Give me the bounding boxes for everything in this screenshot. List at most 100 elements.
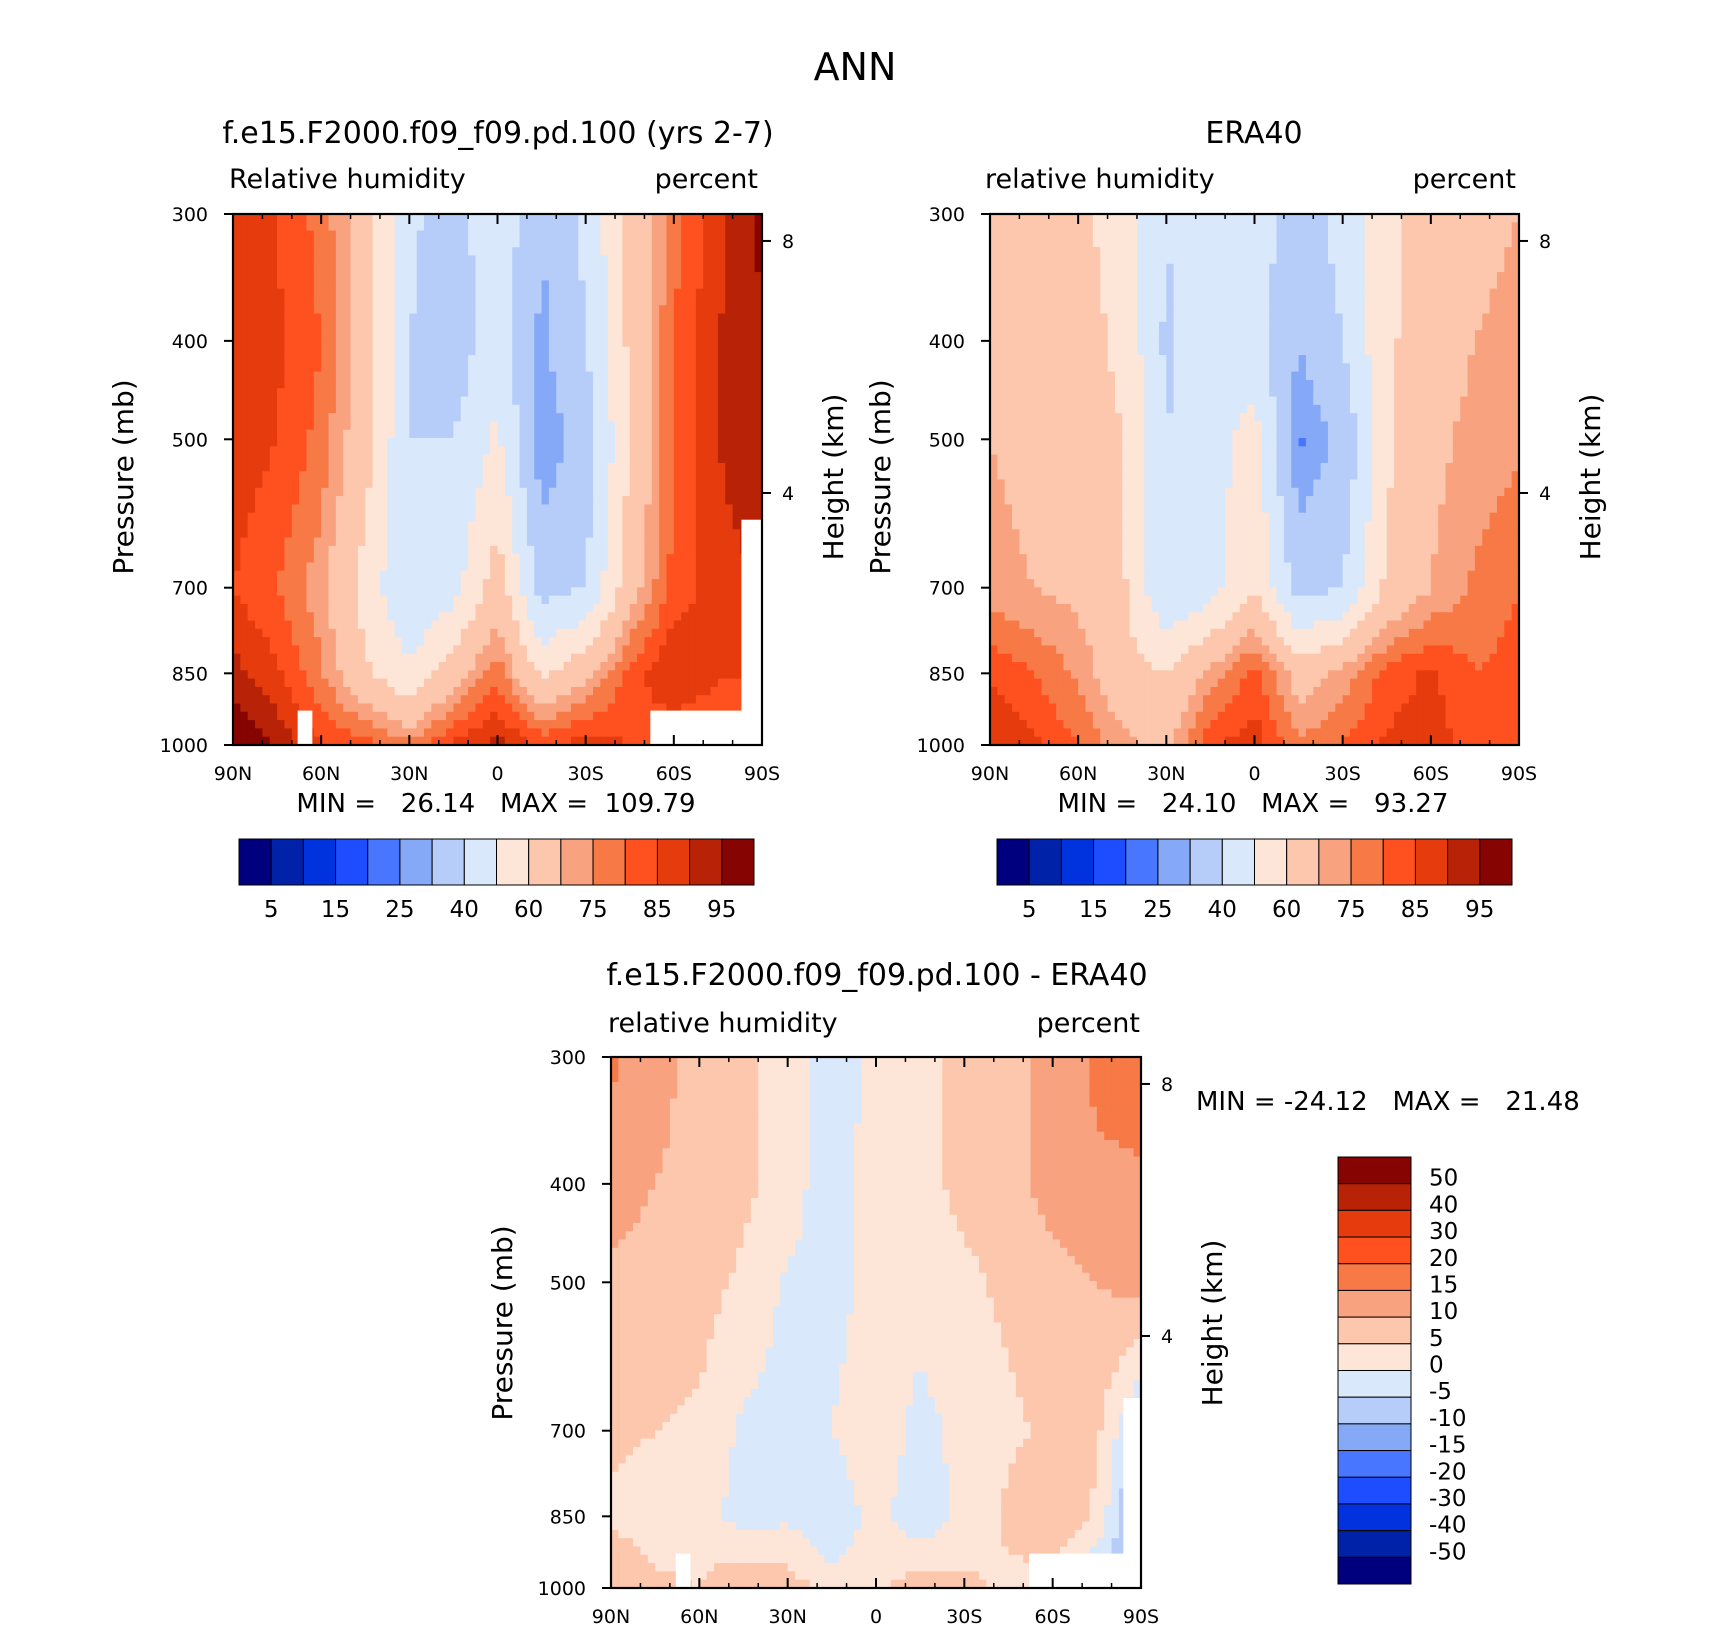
field-cell xyxy=(401,487,410,497)
field-cell xyxy=(732,288,741,298)
field-cell xyxy=(556,496,565,505)
field-cell xyxy=(247,396,256,406)
field-cell xyxy=(269,736,278,746)
field-cell xyxy=(460,628,469,638)
field-cell xyxy=(717,255,726,265)
field-cell xyxy=(409,462,418,472)
field-cell xyxy=(585,255,594,265)
field-cell xyxy=(563,662,572,671)
field-cell xyxy=(717,355,726,364)
field-cell xyxy=(240,612,249,622)
field-cell xyxy=(350,570,359,580)
field-cell xyxy=(754,479,763,489)
field-cell xyxy=(1335,230,1344,240)
field-cell xyxy=(725,247,734,257)
field-cell xyxy=(357,487,366,497)
field-cell xyxy=(637,346,646,356)
field-cell xyxy=(277,537,286,547)
field-cell xyxy=(747,388,756,398)
field-cell xyxy=(335,413,344,423)
field-cell xyxy=(556,678,565,688)
field-cell xyxy=(563,272,572,281)
field-cell xyxy=(1291,214,1300,223)
field-cell xyxy=(651,321,660,331)
field-cell xyxy=(710,404,719,414)
field-cell xyxy=(365,247,374,257)
field-cell xyxy=(622,554,631,564)
field-cell xyxy=(335,346,344,356)
field-cell xyxy=(357,504,366,514)
field-cell xyxy=(497,454,506,464)
field-cell xyxy=(277,429,286,439)
field-cell xyxy=(651,545,660,555)
field-cell xyxy=(416,462,425,472)
field-cell xyxy=(1203,238,1212,248)
field-cell xyxy=(637,670,646,680)
field-cell xyxy=(659,603,668,613)
field-cell xyxy=(504,371,513,381)
field-cell xyxy=(299,612,308,622)
field-cell xyxy=(526,504,535,514)
field-cell xyxy=(240,214,249,223)
field-cell xyxy=(563,545,572,555)
field-cell xyxy=(387,595,396,605)
field-cell xyxy=(255,595,263,605)
field-cell xyxy=(424,247,432,257)
field-cell xyxy=(350,404,359,414)
field-cell xyxy=(629,280,638,290)
field-cell xyxy=(269,595,278,605)
field-cell xyxy=(416,471,425,481)
field-cell xyxy=(637,296,646,306)
field-cell xyxy=(416,637,425,647)
field-cell xyxy=(695,396,704,406)
field-cell xyxy=(424,462,432,472)
field-cell xyxy=(475,388,484,398)
field-cell xyxy=(247,628,256,638)
field-cell xyxy=(240,736,249,746)
field-cell xyxy=(541,570,550,580)
field-cell xyxy=(526,346,535,356)
field-cell xyxy=(615,305,624,315)
field-cell xyxy=(306,280,315,290)
field-cell xyxy=(504,653,513,663)
field-cell xyxy=(475,214,484,223)
field-cell xyxy=(754,462,763,472)
field-cell xyxy=(394,545,403,555)
field-cell xyxy=(387,562,396,572)
field-cell xyxy=(313,728,322,738)
field-cell xyxy=(291,720,300,730)
field-cell xyxy=(732,379,741,389)
field-cell xyxy=(490,363,499,373)
field-cell xyxy=(424,612,432,622)
field-cell xyxy=(394,454,403,464)
field-cell xyxy=(578,247,587,257)
field-cell xyxy=(240,238,249,248)
field-cell xyxy=(269,296,278,306)
field-cell xyxy=(321,255,330,265)
field-cell xyxy=(255,496,263,505)
field-cell xyxy=(659,645,668,655)
field-cell xyxy=(321,454,330,464)
field-cell xyxy=(747,255,756,265)
field-cell xyxy=(475,355,484,364)
field-cell xyxy=(526,595,535,605)
field-cell xyxy=(291,520,300,530)
field-cell xyxy=(365,379,374,389)
field-cell xyxy=(607,678,616,688)
field-cell xyxy=(717,363,726,373)
field-cell xyxy=(666,438,675,447)
field-cell xyxy=(629,363,638,373)
field-cell xyxy=(519,379,528,389)
field-cell xyxy=(512,263,521,273)
field-cell xyxy=(637,454,646,464)
field-cell xyxy=(703,321,712,331)
field-cell xyxy=(534,653,543,663)
field-cell xyxy=(379,520,388,530)
field-cell xyxy=(615,496,624,505)
field-cell xyxy=(615,346,624,356)
field-cell xyxy=(1100,230,1109,240)
field-cell xyxy=(622,296,631,306)
field-cell xyxy=(269,554,278,564)
field-cell xyxy=(350,720,359,730)
field-cell xyxy=(600,305,609,315)
